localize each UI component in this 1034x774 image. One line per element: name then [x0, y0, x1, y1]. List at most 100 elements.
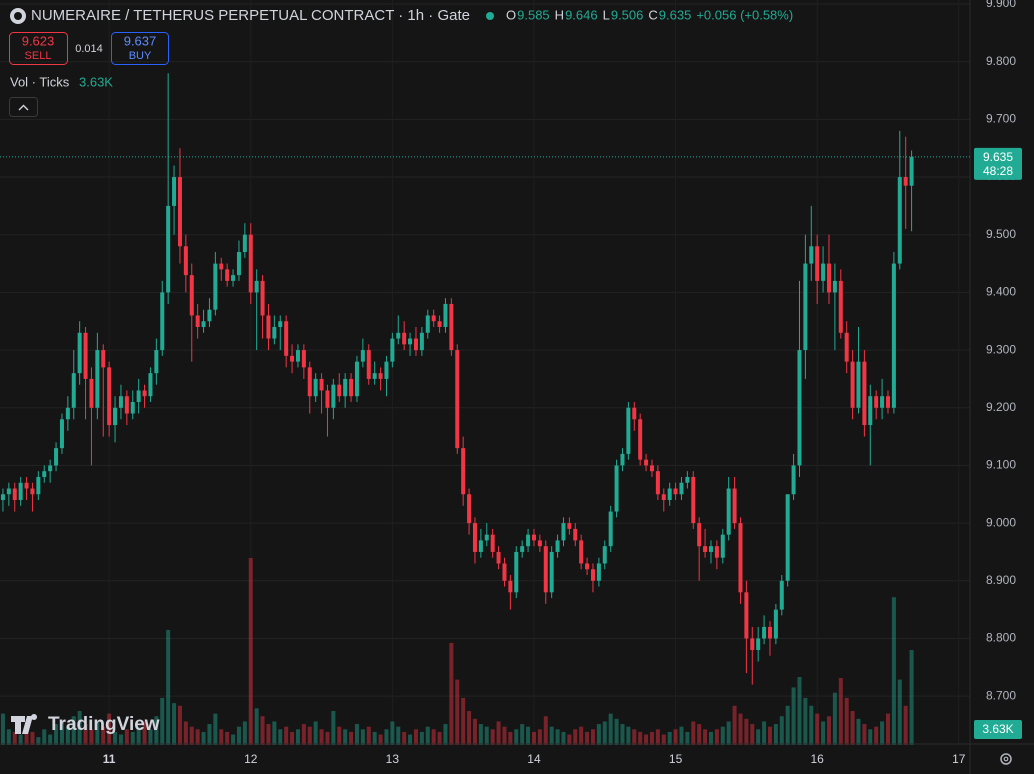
candle-body	[30, 488, 35, 495]
volume-title: Vol · Ticks	[10, 74, 70, 89]
volume-bar	[213, 713, 218, 745]
spread: 0.014	[75, 43, 103, 55]
candle-body	[307, 367, 312, 397]
candle-body	[679, 482, 684, 495]
candle-body	[396, 332, 401, 339]
x-tick-label: 17	[952, 752, 966, 766]
volume-bar	[644, 734, 649, 745]
volume-bar	[602, 721, 607, 745]
volume-bar	[449, 643, 454, 745]
volume-bar	[201, 731, 206, 745]
volume-bar	[349, 731, 354, 745]
chart-title: NUMERAIRE / TETHERUS PERPETUAL CONTRACT …	[31, 7, 470, 24]
y-tick-label: 9.200	[986, 400, 1016, 414]
volume-bar	[885, 713, 890, 745]
volume-bar	[425, 726, 430, 745]
candle-body	[620, 453, 625, 466]
volume-bar	[478, 724, 483, 745]
candle-body	[632, 407, 637, 420]
candle-body	[95, 350, 100, 408]
ohlc-change: +0.056 (+0.58%)	[696, 7, 793, 22]
candle-body	[467, 494, 472, 524]
candle-body	[384, 361, 389, 379]
candle-body	[579, 540, 584, 564]
volume-bar	[331, 711, 336, 745]
candle-body	[809, 246, 814, 264]
volume-bar	[461, 697, 466, 745]
candle-body	[207, 309, 212, 322]
volume-bar	[467, 711, 472, 745]
volume-bar	[0, 713, 5, 745]
y-tick-label: 9.500	[986, 227, 1016, 241]
candle-body	[909, 156, 914, 186]
candle-body	[838, 280, 843, 333]
volume-bar	[378, 734, 383, 745]
volume-bar	[561, 731, 566, 745]
volume-bar	[160, 697, 165, 745]
volume-bar	[301, 724, 306, 745]
candle-body	[537, 540, 542, 547]
volume-bar	[30, 731, 35, 745]
ohlc-value: 9.646	[565, 7, 598, 22]
volume-bar	[71, 716, 76, 745]
volume-bar	[608, 713, 613, 745]
volume-bar	[360, 729, 365, 745]
candle-body	[278, 321, 283, 328]
sell-label[interactable]: SELL	[25, 50, 52, 62]
volume-bar	[313, 721, 318, 745]
settings-icon[interactable]	[1000, 753, 1012, 765]
y-tick-label: 9.000	[986, 515, 1016, 529]
candle-body	[213, 263, 218, 310]
buy-label[interactable]: BUY	[129, 50, 152, 62]
candle-body	[231, 275, 236, 281]
candle-body	[608, 511, 613, 547]
candle-body	[360, 350, 365, 362]
volume-bar	[779, 716, 784, 745]
volume-bar	[431, 729, 436, 745]
volume-bar	[130, 731, 135, 745]
candle-body	[514, 551, 519, 593]
candle-body	[77, 332, 82, 374]
candle-body	[124, 396, 129, 414]
volume-bar	[573, 729, 578, 745]
buy-button[interactable]	[111, 32, 169, 65]
candle-body	[590, 569, 595, 581]
buy-price[interactable]: 9.637	[124, 33, 157, 48]
candle-body	[290, 355, 295, 362]
volume-bar	[543, 716, 548, 745]
ohlc-label: L	[603, 7, 610, 22]
sell-button[interactable]	[9, 32, 68, 65]
volume-bar	[661, 734, 666, 745]
candles	[0, 73, 914, 685]
volume-bar	[744, 718, 749, 745]
volume-bar	[77, 711, 82, 745]
candle-body	[697, 523, 702, 547]
candle-body	[649, 465, 654, 472]
sell-price[interactable]: 9.623	[22, 33, 55, 48]
collapse-button[interactable]	[9, 97, 38, 117]
settings-icon-center[interactable]	[1003, 756, 1009, 762]
candle-body	[455, 350, 460, 449]
candle-body	[897, 177, 902, 264]
volume-bar	[278, 729, 283, 745]
volume-bar	[520, 724, 525, 745]
volume-bar	[396, 726, 401, 745]
candle-body	[83, 332, 88, 379]
y-tick-label: 8.700	[986, 688, 1016, 702]
volume-bar	[443, 724, 448, 745]
watermark-text: TradingView	[48, 714, 160, 735]
volume-bar	[537, 729, 542, 745]
candle-body	[118, 396, 123, 408]
volume-bar	[18, 734, 23, 745]
volume-bar	[325, 731, 330, 745]
candle-body	[496, 551, 501, 564]
collapse-icon[interactable]	[18, 104, 29, 111]
candle-body	[65, 407, 70, 420]
candle-body	[891, 263, 896, 408]
volume-bar	[372, 731, 377, 745]
candle-body	[160, 292, 165, 351]
live-dot	[486, 12, 494, 20]
volume-bar	[632, 729, 637, 745]
